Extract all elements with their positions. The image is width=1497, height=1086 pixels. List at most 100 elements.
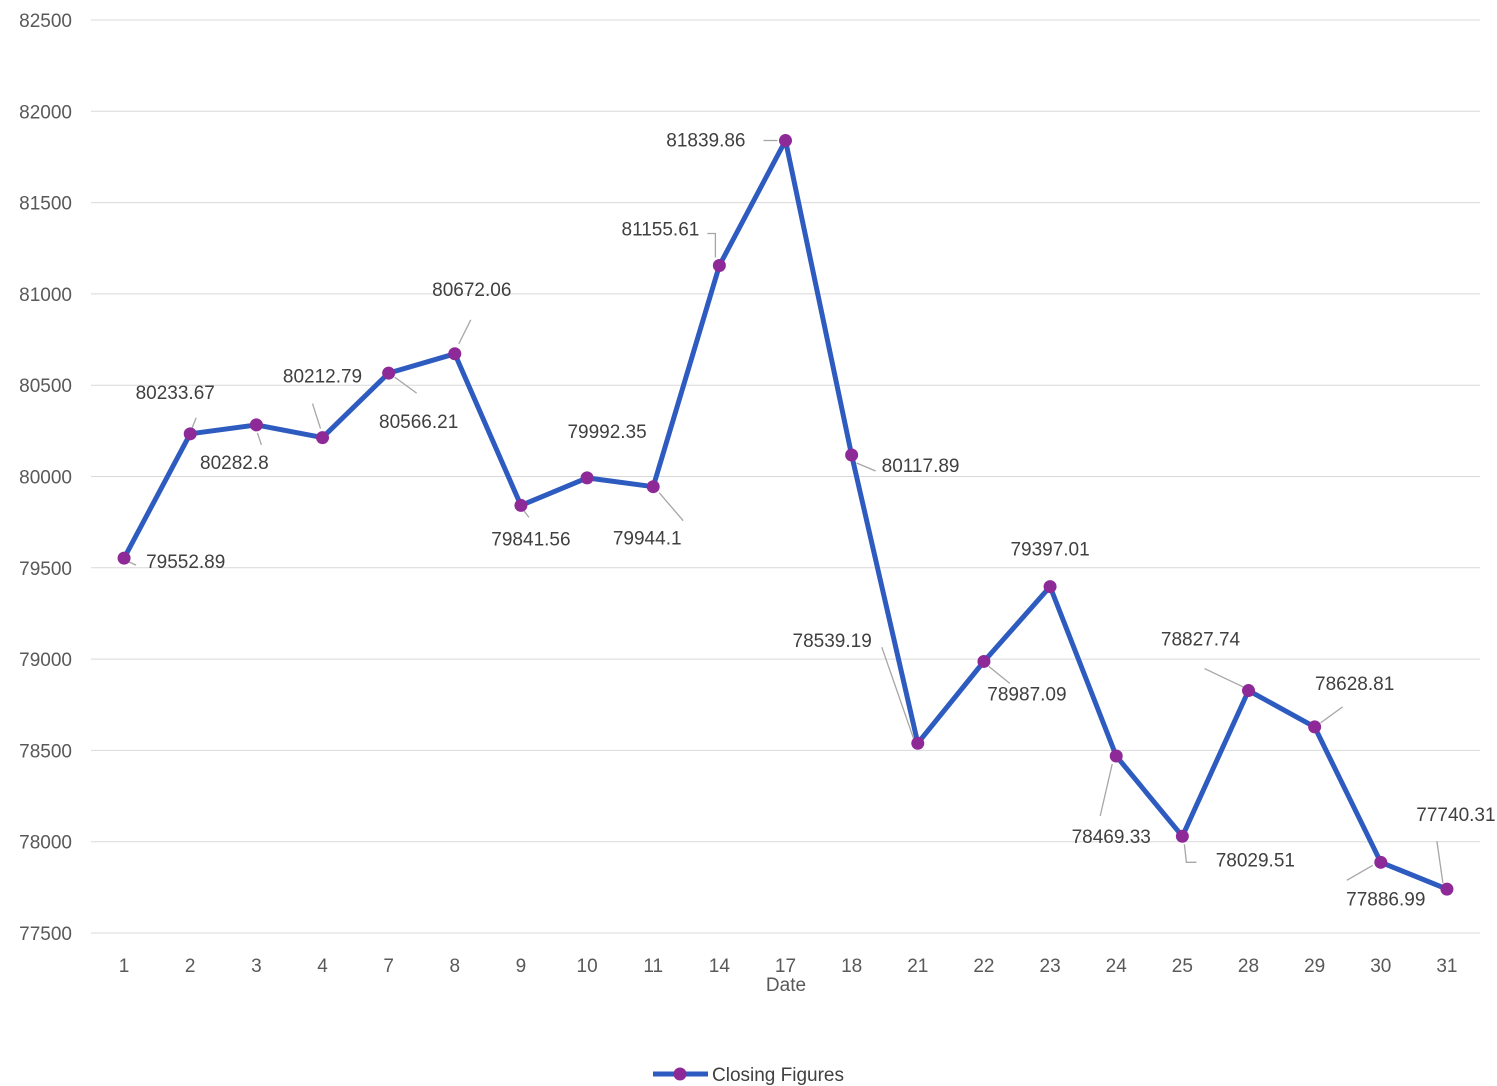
data-point-8	[448, 347, 462, 361]
x-tick-label-11: 11	[643, 956, 663, 977]
legend-swatch-marker	[673, 1067, 687, 1081]
data-point-24	[1109, 749, 1123, 763]
x-tick-label-9: 9	[516, 956, 527, 977]
data-label-25: 78029.51	[1216, 850, 1295, 871]
data-label-1: 79552.89	[146, 552, 225, 573]
series-closing-figures	[117, 134, 1454, 896]
x-tick-label-29: 29	[1304, 956, 1325, 977]
gridlines	[91, 19, 1480, 934]
x-tick-label-7: 7	[383, 956, 394, 977]
x-tick-label-8: 8	[449, 956, 460, 977]
x-axis-ticks: 1 2 3 4 7 8 9 10 11 14 17 18 21 22 23 24 25 28 29 30 31	[119, 956, 1458, 977]
legend: Closing Figures	[653, 1065, 844, 1086]
x-tick-label-31: 31	[1436, 956, 1457, 977]
data-label-leader-8	[458, 319, 472, 345]
y-tick-label-79500: 79500	[19, 559, 72, 580]
x-tick-label-24: 24	[1106, 956, 1128, 977]
data-point-29	[1308, 720, 1322, 734]
x-tick-label-17: 17	[775, 956, 796, 977]
data-label-leader-18	[856, 462, 876, 472]
data-label-leader-28	[1204, 668, 1245, 689]
data-point-14	[712, 258, 726, 272]
data-point-1	[117, 551, 131, 565]
x-tick-label-22: 22	[973, 956, 994, 977]
data-label-leader-29	[1320, 706, 1343, 724]
data-label-leader-3	[256, 432, 263, 446]
data-point-4	[316, 431, 329, 445]
data-label-9: 79841.56	[491, 529, 570, 550]
data-label-11: 79944.1	[613, 529, 682, 550]
data-point-2	[183, 427, 197, 441]
x-tick-label-28: 28	[1238, 956, 1259, 977]
data-point-17	[779, 134, 792, 148]
x-tick-label-30: 30	[1370, 956, 1391, 977]
data-label-30: 77886.99	[1346, 889, 1425, 910]
data-point-10	[580, 471, 594, 485]
y-tick-label-81500: 81500	[19, 194, 72, 215]
x-tick-label-10: 10	[577, 956, 598, 977]
y-tick-label-81000: 81000	[19, 285, 72, 306]
y-tick-label-80000: 80000	[19, 468, 72, 489]
data-label-17: 81839.86	[666, 131, 745, 152]
data-label-leader-4	[311, 403, 322, 429]
data-label-4: 80212.79	[283, 367, 362, 388]
data-label-14: 81155.61	[622, 219, 700, 240]
x-tick-label-1: 1	[119, 956, 130, 977]
y-tick-label-78000: 78000	[19, 833, 72, 854]
data-label-leaders	[126, 139, 1444, 884]
data-point-23	[1043, 580, 1057, 594]
data-label-29: 78628.81	[1315, 674, 1394, 695]
data-label-leader-24	[1099, 763, 1113, 817]
x-tick-label-2: 2	[185, 956, 196, 977]
data-label-leader-11	[658, 492, 684, 522]
y-tick-label-82000: 82000	[19, 102, 72, 123]
series-line	[121, 138, 1450, 892]
x-tick-label-3: 3	[251, 956, 262, 977]
y-tick-label-78500: 78500	[19, 741, 72, 762]
x-tick-label-23: 23	[1040, 956, 1061, 977]
data-point-31	[1440, 882, 1454, 896]
data-label-18: 80117.89	[882, 456, 960, 477]
data-label-7: 80566.21	[379, 412, 458, 433]
x-axis-title: Date	[766, 975, 806, 996]
data-label-leader-2	[191, 417, 197, 429]
y-tick-label-82500: 82500	[19, 11, 72, 32]
data-label-22: 78987.09	[987, 684, 1066, 705]
data-label-21: 78539.19	[793, 631, 872, 652]
data-point-3	[249, 418, 263, 432]
y-tick-label-80500: 80500	[19, 376, 72, 397]
data-point-21	[911, 736, 925, 750]
data-label-31: 77740.31	[1416, 805, 1495, 826]
x-tick-label-4: 4	[317, 956, 328, 977]
data-label-leader-7	[394, 376, 417, 394]
y-axis-ticks: 77500 78000 78500 79000 79500 80000 80500 81000…	[19, 11, 72, 945]
data-label-10: 79992.35	[567, 422, 646, 443]
data-label-3: 80282.8	[200, 453, 269, 474]
data-point-7	[382, 366, 396, 380]
data-point-28	[1242, 684, 1255, 698]
data-point-22	[977, 654, 991, 668]
data-label-24: 78469.33	[1072, 827, 1151, 848]
data-point-25	[1175, 829, 1189, 843]
data-point-9	[514, 498, 528, 512]
data-labels: 79552.89 80233.67 80282.8 80212.79 80566.21 8…	[136, 131, 1496, 911]
x-tick-label-18: 18	[841, 956, 862, 977]
data-label-leader-30	[1346, 864, 1374, 881]
data-point-18	[845, 448, 859, 462]
data-label-leader-25	[1183, 844, 1197, 863]
data-point-30	[1374, 855, 1388, 869]
data-point-11	[646, 480, 660, 494]
x-tick-label-21: 21	[907, 956, 928, 977]
data-label-leader-14	[707, 232, 717, 258]
data-label-leader-22	[988, 665, 1011, 685]
y-tick-label-79000: 79000	[19, 650, 72, 671]
y-tick-label-77500: 77500	[19, 924, 72, 945]
data-label-23: 79397.01	[1010, 540, 1089, 561]
data-label-28: 78827.74	[1161, 630, 1241, 651]
data-label-leader-31	[1436, 841, 1444, 884]
data-label-8: 80672.06	[432, 280, 511, 301]
x-tick-label-25: 25	[1172, 956, 1193, 977]
x-tick-label-14: 14	[709, 956, 731, 977]
legend-label: Closing Figures	[712, 1065, 844, 1086]
